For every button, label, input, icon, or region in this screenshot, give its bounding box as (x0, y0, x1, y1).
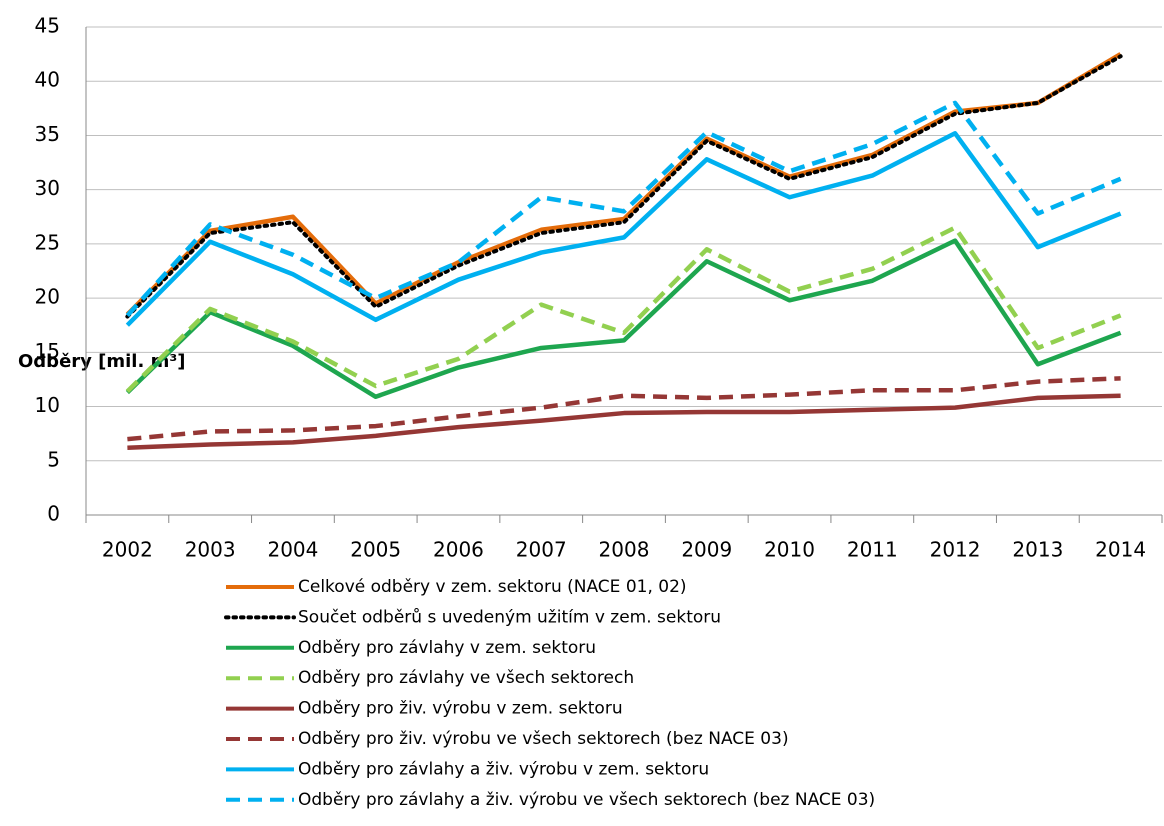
series-line (125, 52, 1122, 316)
y-tick-label: 25 (35, 230, 60, 254)
legend-label: Odběry pro závlahy ve všech sektorech (298, 668, 634, 688)
x-tick-label: 2009 (681, 538, 732, 562)
x-tick-label: 2010 (764, 538, 815, 562)
series-line (125, 54, 1123, 319)
y-axis-label: Odběry [mil. m³] (18, 351, 185, 372)
y-tick-label: 30 (35, 176, 60, 200)
x-tick-label: 2004 (267, 538, 318, 562)
y-tick-label: 5 (47, 447, 60, 471)
x-tick-label: 2006 (433, 538, 484, 562)
series-line (125, 131, 1122, 327)
series-line (127, 393, 1121, 451)
series-line (125, 238, 1122, 400)
y-tick-label: 45 (35, 14, 60, 38)
x-tick-label: 2007 (516, 538, 567, 562)
y-tick-label: 35 (35, 122, 60, 146)
y-tick-label: 15 (35, 339, 60, 363)
x-tick-label: 2008 (599, 538, 650, 562)
legend-label: Odběry pro závlahy v zem. sektoru (298, 638, 596, 658)
x-tick-label: 2002 (102, 538, 153, 562)
legend-label: Odběry pro živ. výrobu v zem. sektoru (298, 699, 623, 719)
x-tick-label: 2013 (1012, 538, 1063, 562)
legend-label: Odběry pro závlahy a živ. výrobu v zem. … (298, 759, 709, 779)
x-tick-label: 2005 (350, 538, 401, 562)
legend-label: Celkové odběry v zem. sektoru (NACE 01, … (298, 577, 687, 597)
y-tick-label: 0 (47, 502, 60, 526)
legend-label: Součet odběrů s uvedeným užitím v zem. s… (298, 607, 721, 627)
series-line (125, 100, 1122, 317)
y-tick-label: 40 (35, 68, 60, 92)
x-tick-label: 2011 (847, 538, 898, 562)
y-tick-label: 20 (35, 285, 60, 309)
x-tick-label: 2012 (930, 538, 981, 562)
legend-label: Odběry pro živ. výrobu ve všech sektorec… (298, 729, 789, 749)
series-line (127, 376, 1121, 442)
x-tick-label: 2014 (1095, 538, 1146, 562)
legend-label: Odběry pro závlahy a živ. výrobu ve všec… (298, 790, 875, 810)
x-tick-label: 2003 (185, 538, 236, 562)
y-tick-label: 10 (35, 393, 60, 417)
series-line (125, 225, 1122, 393)
